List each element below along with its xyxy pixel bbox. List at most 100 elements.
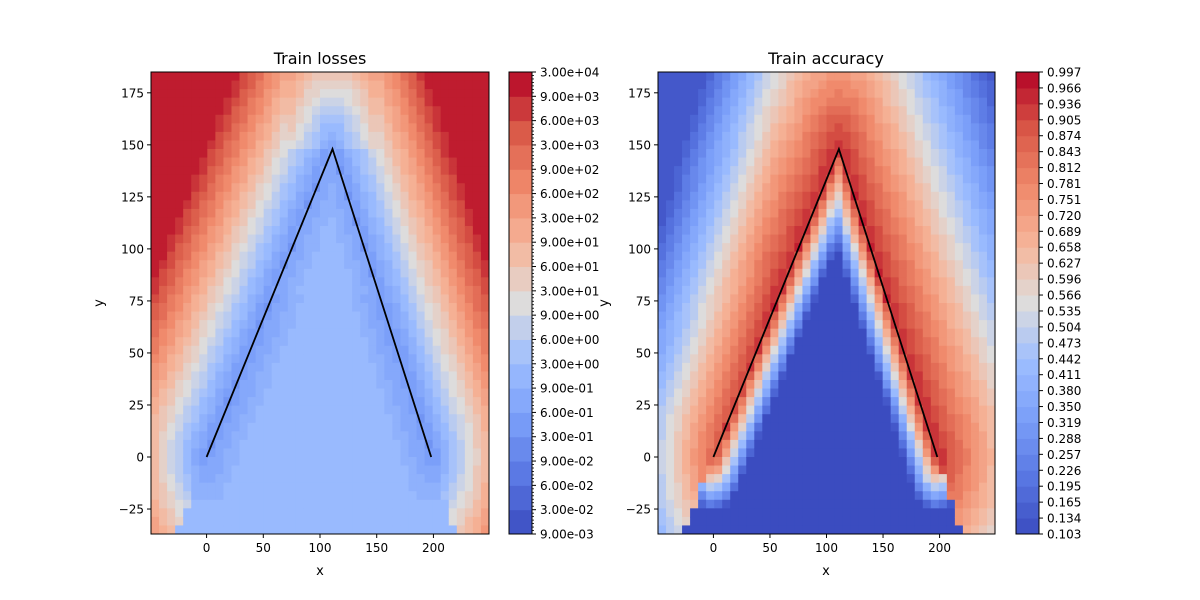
heatmap-cell [746,131,755,142]
heatmap-cell [191,328,200,338]
heatmap-cell [938,491,948,501]
heatmap-cell [263,226,273,236]
heatmap-cell [842,303,852,313]
heatmap-cell [247,149,257,159]
heatmap-cell [215,422,225,432]
heatmap-cell [794,285,804,296]
heatmap-cell [786,457,795,467]
heatmap-cell [738,405,747,415]
heatmap-cell [938,311,948,321]
heatmap-cell [328,303,337,313]
heatmap-cell [690,166,699,176]
heatmap-cell [287,260,297,270]
heatmap-cell [730,268,739,278]
heatmap-cell [352,140,361,150]
heatmap-cell [690,234,699,244]
heatmap-cell [850,149,860,159]
heatmap-cell [906,482,916,492]
heatmap-cell [207,499,216,509]
heatmap-cell [183,439,192,450]
heatmap-cell [263,260,273,270]
heatmap-cell [858,345,868,355]
heatmap-cell [914,277,924,287]
heatmap-cell [408,422,418,432]
heatmap-cell [207,405,216,415]
heatmap-cell [754,320,763,330]
heatmap-cell [826,149,836,159]
heatmap-cell [320,157,329,167]
heatmap-cell [215,72,225,82]
heatmap-cell [303,234,313,244]
heatmap-cell [231,414,241,424]
heatmap-cell [408,499,418,509]
heatmap-cell [440,123,450,133]
heatmap-cell [263,285,273,296]
heatmap-cell [368,149,377,159]
heatmap-cell [151,371,160,381]
colorbar-tick-label: 9.00e-01 [540,382,594,396]
heatmap-cell [448,362,458,373]
heatmap-cell [722,208,731,219]
heatmap-cell [938,260,948,270]
heatmap-cell [263,106,273,116]
heatmap-cell [175,97,184,107]
heatmap-cell [287,226,297,236]
heatmap-cell [882,457,892,467]
heatmap-cell [279,157,289,167]
heatmap-cell [215,431,225,441]
heatmap-cell [456,208,466,219]
heatmap-cell [730,397,739,407]
heatmap-cell [352,525,361,534]
heatmap-cell [456,362,466,373]
heatmap-cell [328,482,337,492]
heatmap-cell [408,414,418,424]
heatmap-cell [754,337,763,347]
heatmap-cell [962,499,972,509]
colorbar-band [1016,279,1039,296]
heatmap-cell [191,448,200,458]
heatmap-cell [666,114,675,124]
heatmap-cell [842,516,852,527]
heatmap-cell [167,80,176,90]
heatmap-cell [440,371,450,381]
heatmap-cell [898,285,908,296]
heatmap-cell [834,243,844,253]
heatmap-cell [424,149,434,159]
heatmap-cell [183,414,192,424]
heatmap-cell [320,191,329,201]
heatmap-cell [464,157,474,167]
heatmap-cell [946,362,956,373]
heatmap-cell [392,191,402,201]
heatmap-cell [336,268,345,278]
heatmap-cell [263,217,273,227]
heatmap-cell [722,294,731,304]
heatmap-cell [842,457,852,467]
heatmap-cell [778,97,787,107]
heatmap-cell [279,106,289,116]
heatmap-cell [882,268,892,278]
heatmap-cell [199,457,208,467]
heatmap-cell [818,149,828,159]
heatmap-cell [328,354,337,364]
heatmap-cell [295,251,305,261]
heatmap-cell [682,337,691,347]
heatmap-cell [328,422,337,432]
heatmap-cell [746,439,755,450]
heatmap-cell [255,439,265,450]
heatmap-cell [866,294,876,304]
heatmap-cell [159,303,168,313]
heatmap-cell [986,422,995,432]
heatmap-cell [336,208,345,219]
heatmap-cell [424,226,434,236]
heatmap-cell [448,285,458,296]
heatmap-cell [666,131,675,142]
heatmap-cell [802,448,812,458]
heatmap-cell [263,328,273,338]
heatmap-cell [183,200,192,210]
heatmap-cell [818,388,828,398]
heatmap-cell [480,191,489,201]
heatmap-cell [666,72,675,82]
heatmap-cell [167,311,176,321]
heatmap-cell [690,525,699,534]
heatmap-cell [352,123,361,133]
